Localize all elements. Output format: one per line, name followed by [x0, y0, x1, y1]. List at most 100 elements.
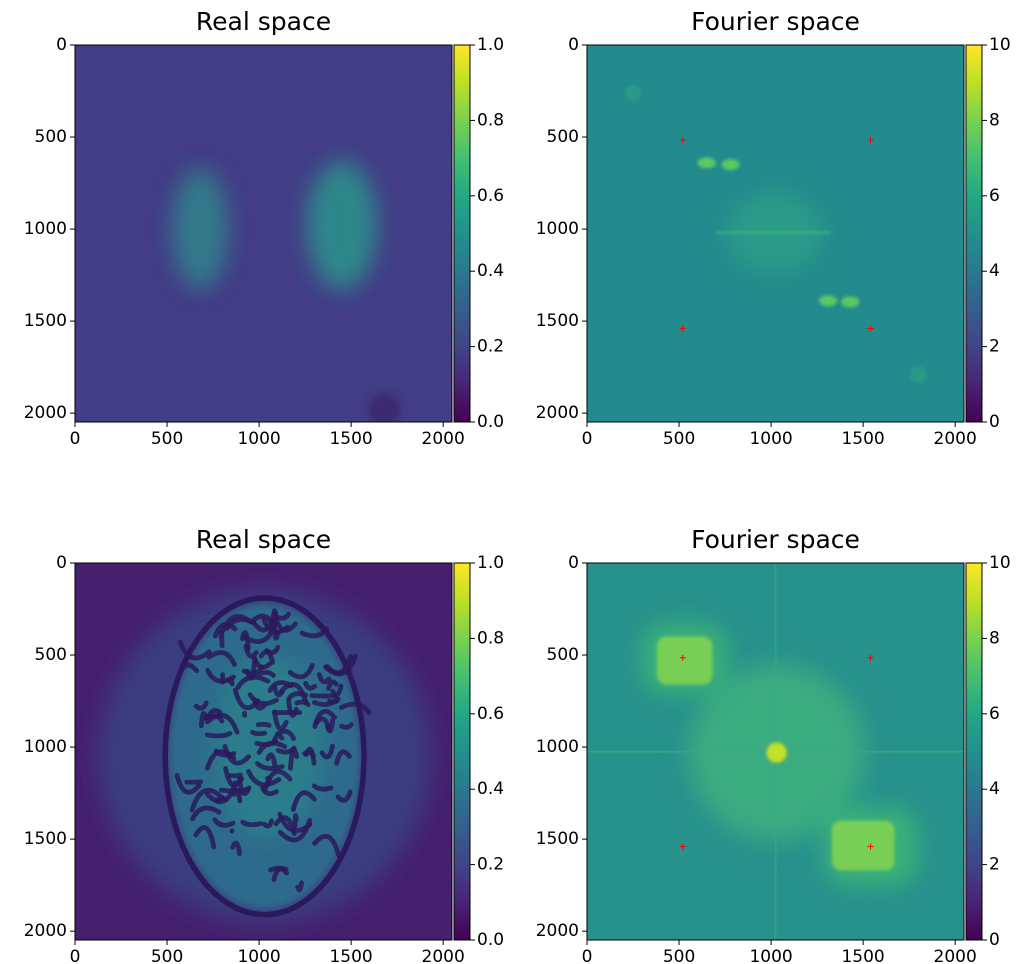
- y-tick-label: 1500: [536, 829, 579, 849]
- image-texture: [261, 818, 275, 829]
- image-texture: [265, 775, 272, 784]
- image-texture: [250, 729, 268, 737]
- image-feature: [818, 295, 838, 307]
- y-tick-label: 0: [568, 553, 579, 573]
- x-tick-label: 1000: [237, 429, 280, 449]
- x-tick-label: 500: [151, 429, 183, 449]
- colorbar: [965, 44, 983, 423]
- x-tick-label: 1500: [329, 429, 372, 449]
- image-feature: [831, 820, 895, 871]
- x-tick-label: 1000: [749, 947, 792, 964]
- colorbar-tick-label: 0: [989, 412, 1000, 432]
- image-frame: [74, 562, 453, 941]
- y-tick-label: 500: [547, 127, 579, 147]
- image-feature: [910, 366, 927, 383]
- image-texture: [204, 712, 240, 735]
- image-texture: [316, 672, 332, 685]
- colorbar-tick-label: 1.0: [477, 35, 504, 55]
- panel-title: Fourier space: [691, 7, 860, 36]
- image-texture: [212, 622, 238, 639]
- y-tick-label: 500: [35, 645, 67, 665]
- colorbar-tick-label: 6: [989, 186, 1000, 206]
- image-texture: [193, 825, 217, 850]
- image-texture: [220, 613, 254, 634]
- image-texture: [206, 650, 237, 667]
- image-texture: [237, 776, 252, 797]
- y-tick-label: 1000: [24, 219, 67, 239]
- marker: [679, 325, 686, 332]
- image-texture: [339, 722, 354, 730]
- image-feature: [841, 296, 860, 308]
- colorbar-tick-label: 0.2: [477, 337, 504, 357]
- image-feature: [172, 168, 228, 290]
- image-texture: [231, 787, 243, 804]
- image-texture: [334, 749, 352, 766]
- image: [75, 563, 452, 940]
- y-tick-label: 1500: [24, 311, 67, 331]
- image-texture: [227, 677, 235, 687]
- x-tick-label: 1500: [841, 947, 884, 964]
- colorbar-tick-label: 8: [989, 110, 1000, 130]
- image-texture: [309, 693, 338, 699]
- image-texture: [212, 817, 236, 828]
- colorbar-tick-label: 0.0: [477, 412, 504, 432]
- image-feature: [766, 742, 787, 763]
- image-texture: [251, 608, 278, 633]
- y-tick-label: 2000: [24, 921, 67, 941]
- image-feature: [715, 231, 830, 234]
- colorbar-tick-label: 10: [989, 553, 1011, 573]
- colorbar: [965, 562, 983, 941]
- x-tick-label: 2000: [934, 429, 977, 449]
- y-tick-label: 2000: [536, 921, 579, 941]
- x-tick-label: 0: [70, 429, 81, 449]
- image-texture: [189, 787, 225, 813]
- image-texture: [335, 789, 353, 803]
- colorbar-tick-label: 2: [989, 855, 1000, 875]
- x-tick-label: 1500: [841, 429, 884, 449]
- image-texture: [190, 805, 222, 822]
- colorbar-tick-label: 0: [989, 930, 1000, 950]
- image-texture: [245, 657, 258, 681]
- colorbar-tick-label: 0.4: [477, 261, 504, 281]
- image-feature: [162, 595, 367, 918]
- image-content: [587, 563, 964, 940]
- y-tick-label: 0: [56, 35, 67, 55]
- image-texture: [319, 743, 335, 760]
- image-texture: [174, 773, 202, 795]
- image-texture: [256, 740, 288, 755]
- image: [587, 563, 964, 940]
- image-texture: [330, 683, 344, 697]
- image: [587, 45, 964, 422]
- x-tick-label: 2000: [422, 429, 465, 449]
- marker: [867, 654, 874, 661]
- image-feature: [367, 392, 401, 422]
- image-texture: [205, 749, 237, 771]
- image-texture: [272, 709, 289, 732]
- image-texture: [311, 783, 334, 792]
- x-tick-label: 1500: [329, 947, 372, 964]
- x-tick-label: 1000: [237, 947, 280, 964]
- image-texture: [326, 679, 339, 691]
- marker: [679, 136, 686, 143]
- x-tick-label: 1000: [749, 429, 792, 449]
- colorbar-tick-label: 0.8: [477, 110, 504, 130]
- image-texture: [288, 746, 300, 771]
- x-tick-label: 0: [582, 947, 593, 964]
- colorbar-tick-label: 0.4: [477, 779, 504, 799]
- y-tick-label: 1500: [536, 311, 579, 331]
- y-tick-label: 1000: [24, 737, 67, 757]
- image-texture: [325, 717, 336, 734]
- image-texture: [278, 682, 309, 705]
- colorbar-tick-label: 1.0: [477, 553, 504, 573]
- image: [75, 45, 452, 422]
- image-texture: [274, 728, 296, 741]
- marker: [867, 843, 874, 850]
- colorbar-tick-label: 2: [989, 337, 1000, 357]
- image-feature: [624, 84, 642, 102]
- image-texture: [303, 680, 318, 691]
- image-texture: [295, 880, 304, 893]
- image-texture: [255, 760, 285, 771]
